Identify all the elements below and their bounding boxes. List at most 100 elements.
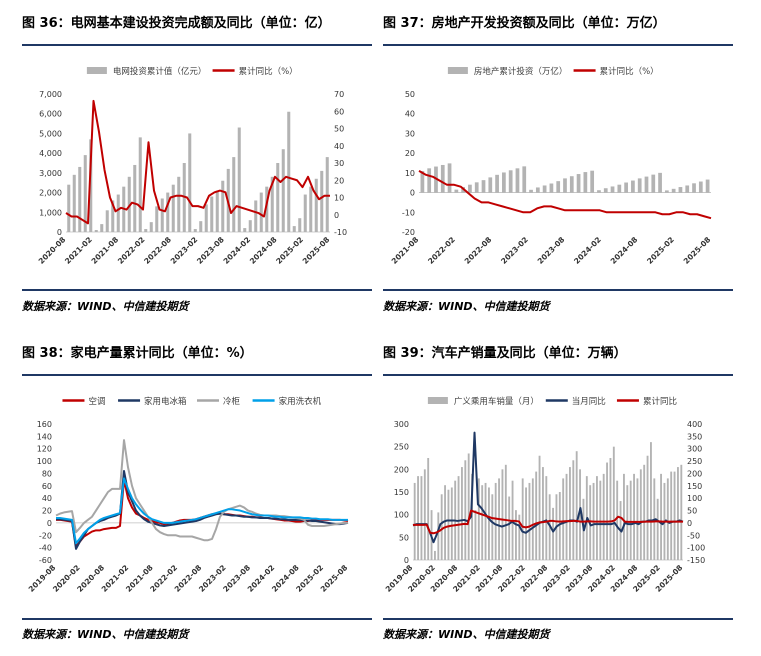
bar [610, 186, 615, 193]
bar [579, 469, 581, 560]
bar [525, 487, 527, 560]
bar [612, 446, 615, 560]
series-line [56, 477, 348, 545]
bar [423, 469, 426, 560]
bar [633, 473, 635, 560]
y-tick-label: 20 [42, 507, 52, 516]
bar [105, 210, 109, 232]
y-tick-label: 2,000 [39, 189, 62, 198]
bar [111, 200, 115, 232]
bar [558, 492, 561, 560]
legend-label: 冷柜 [223, 396, 241, 407]
y2-tick-label: 0 [334, 211, 339, 220]
x-tick-label: 2023-02 [169, 235, 200, 266]
bar [325, 157, 329, 232]
bar [549, 183, 554, 193]
bar [678, 187, 683, 193]
y-tick-label: 50 [399, 533, 409, 542]
bar [149, 222, 153, 232]
bar [629, 480, 632, 560]
bar [637, 178, 642, 193]
bar [457, 476, 460, 560]
bar [651, 174, 656, 193]
source-divider [383, 618, 733, 620]
bar [576, 174, 581, 193]
bar [450, 487, 453, 560]
y-tick-label: 50 [405, 90, 415, 99]
y2-tick-label: 40 [334, 142, 344, 151]
bar [529, 189, 533, 193]
x-tick-label: 2020-08 [37, 235, 68, 266]
bar [248, 220, 252, 232]
x-tick-label: 2022-08 [142, 235, 173, 266]
x-tick-label: 2021-02 [63, 235, 94, 266]
bar [491, 494, 494, 560]
legend-label: 广义乘用车销量（月） [454, 396, 539, 407]
bar [447, 163, 452, 193]
legend-swatch-bar [427, 397, 448, 404]
bar [127, 176, 131, 232]
bar [646, 455, 649, 560]
y-tick-label: 200 [394, 465, 409, 474]
bar [144, 229, 148, 232]
bar [265, 186, 269, 232]
bar [535, 187, 540, 193]
y2-tick-label: 50 [334, 125, 344, 134]
bar [420, 476, 423, 560]
bar [155, 206, 159, 232]
y-tick-label: 150 [394, 488, 409, 497]
y-tick-label: 100 [394, 511, 409, 520]
bar [623, 473, 625, 560]
bar [215, 190, 219, 232]
y2-tick-label: 30 [334, 159, 344, 168]
y2-tick-label: 400 [687, 420, 702, 429]
x-tick-label: 2025-02 [645, 235, 676, 266]
x-tick-label: 2025-02 [274, 235, 305, 266]
bar [518, 514, 521, 560]
y-tick-label: 120 [37, 445, 52, 454]
bar [563, 178, 567, 193]
bar [599, 480, 602, 560]
bar [521, 478, 524, 560]
bar [643, 464, 646, 560]
series-line [65, 99, 330, 225]
legend-label: 空调 [88, 396, 105, 407]
title-divider [383, 374, 733, 376]
x-tick-label: 2022-08 [463, 235, 494, 266]
bar [673, 471, 676, 560]
x-tick-label: 2025-08 [682, 235, 713, 266]
legend-label: 房地产累计投资（万亿） [474, 66, 568, 77]
data-source: 数据来源：WIND、中信建投期货 [22, 300, 189, 313]
x-tick-label: 2023-08 [195, 235, 226, 266]
y2-tick-label: 20 [334, 176, 344, 185]
y-tick-label: -20 [402, 228, 415, 237]
legend-label: 电网投资累计值（亿元） [113, 66, 207, 77]
y-tick-label: 5,000 [39, 129, 62, 138]
bar [531, 478, 534, 560]
bar [616, 480, 619, 560]
chart-title: 图 36：电网基本建设投资完成额及同比（单位：亿） [22, 16, 331, 31]
bar [254, 200, 258, 232]
chart-svg: 电网投资累计值（亿元） 累计同比（%） 0 1,000 2,000 3,000 4,000 5… [37, 66, 347, 266]
y2-tick-label: 0 [687, 519, 692, 528]
bar [420, 171, 425, 193]
bar [542, 185, 547, 193]
bar [474, 182, 479, 193]
title-divider [383, 44, 733, 46]
bar [656, 498, 659, 560]
y-tick-label: 100 [37, 457, 52, 466]
data-source: 数据来源：WIND、中信建投期货 [383, 628, 550, 641]
bar [133, 164, 137, 232]
title-divider [22, 374, 372, 376]
y2-tick-label: 150 [687, 482, 702, 491]
bar [565, 473, 568, 560]
y-tick-label: 3,000 [39, 169, 62, 178]
source-divider [22, 289, 372, 291]
series-line [56, 469, 349, 550]
x-tick-label: 2024-08 [248, 235, 279, 266]
bar [427, 168, 432, 193]
x-tick-label: 2021-08 [390, 235, 421, 266]
bar [78, 166, 82, 232]
bar [454, 189, 459, 193]
bar [232, 157, 236, 232]
